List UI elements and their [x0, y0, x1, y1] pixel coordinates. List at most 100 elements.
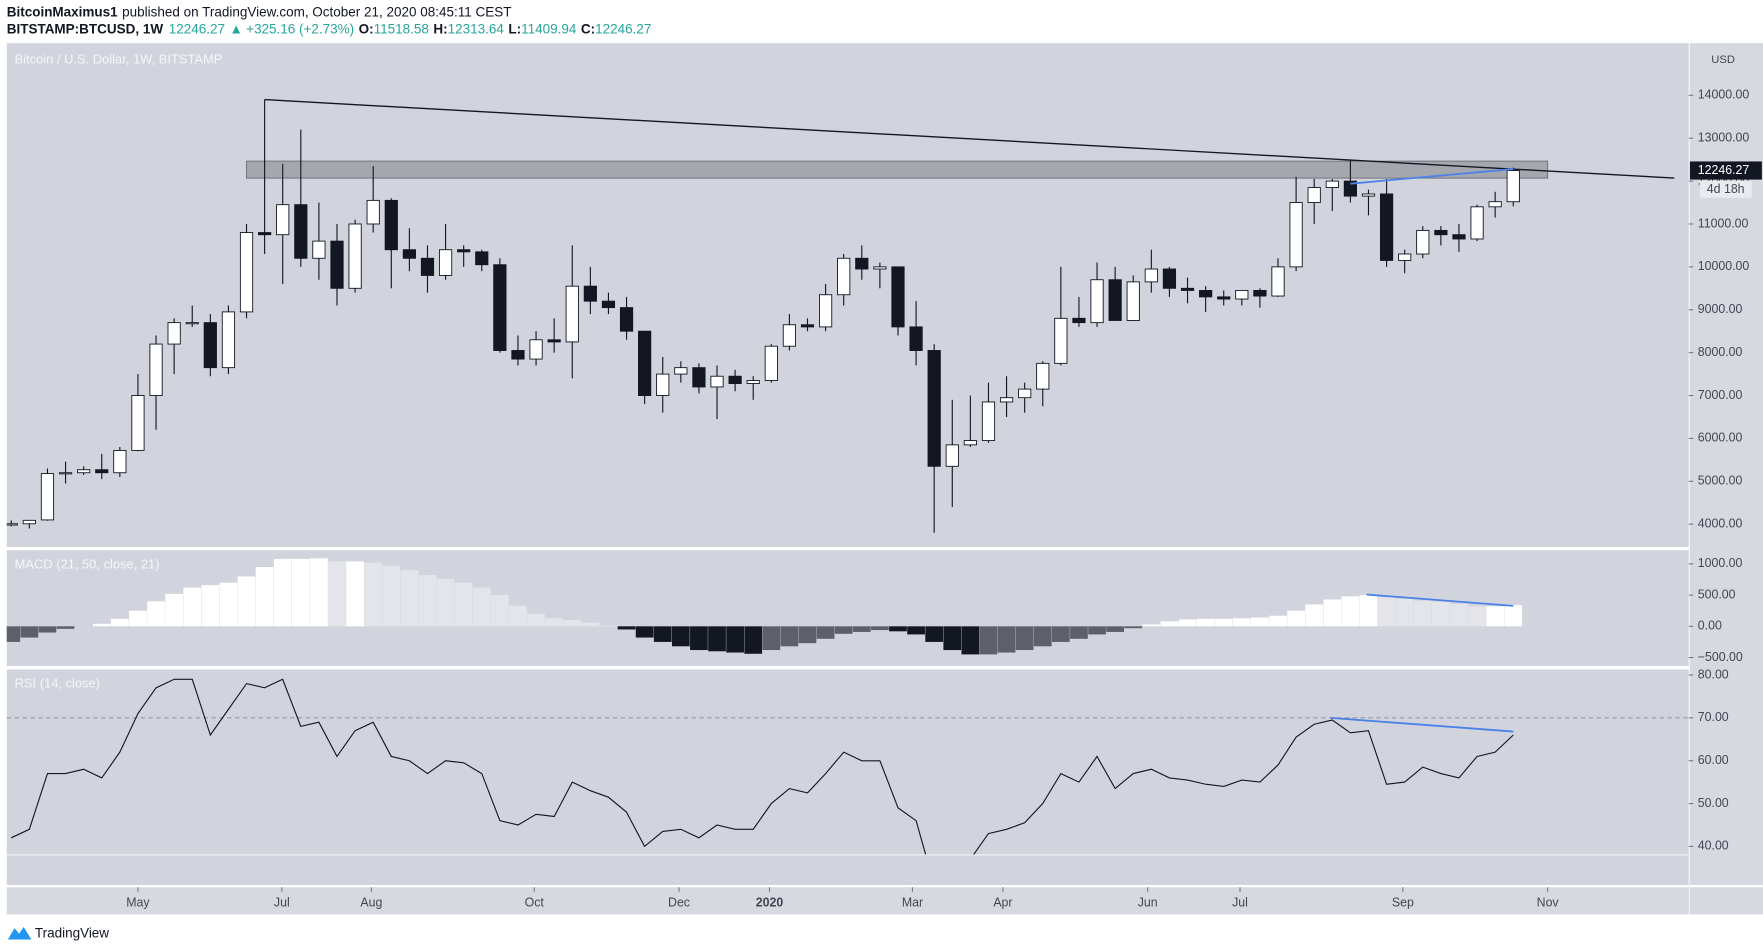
last-price-label: 12246.27	[1698, 163, 1750, 177]
candle-body	[1090, 279, 1104, 324]
trendline	[264, 98, 1675, 179]
open-label: O:	[359, 21, 374, 36]
candle-body	[782, 324, 797, 347]
symbol: BITSTAMP:BTCUSD, 1W	[7, 21, 164, 36]
candle-body	[1398, 253, 1412, 261]
x-tick-label: May	[126, 895, 150, 909]
candle-body	[1506, 170, 1520, 203]
candle-body	[1235, 289, 1249, 300]
x-tick-label: Jul	[1232, 895, 1248, 909]
candle-body	[1325, 180, 1339, 188]
time-axis	[6, 887, 1763, 915]
close-label: C:	[581, 21, 595, 36]
candle-body	[601, 300, 616, 309]
y-tick-label: 11000.00	[1698, 216, 1749, 230]
candle-body	[77, 469, 91, 474]
candle-body	[1289, 202, 1303, 268]
y-tick-label: 13000.00	[1698, 130, 1750, 144]
candle-body	[1036, 362, 1050, 390]
y-tick-label: −500.00	[1698, 650, 1743, 664]
macd-bar	[834, 626, 853, 634]
countdown-box	[1700, 180, 1752, 198]
macd-bar	[1341, 596, 1360, 627]
candle-body	[800, 324, 815, 328]
candle-body	[1271, 266, 1285, 297]
candle-body	[1217, 296, 1231, 300]
candle-body	[149, 343, 163, 396]
candle-body	[420, 257, 435, 276]
change: +325.16 (+2.73%)	[246, 21, 354, 36]
macd-bar	[599, 625, 618, 627]
macd-bar	[328, 561, 346, 627]
candle-body	[656, 373, 670, 396]
axes: 4000.00 5000.00 6000.00 7000.00 8000.00 9000.…	[126, 88, 1762, 909]
candle-body	[565, 285, 579, 343]
macd-bar	[1214, 618, 1233, 627]
candle-body	[638, 330, 652, 396]
candle-body	[728, 375, 742, 384]
y-tick-label: 40.00	[1698, 839, 1729, 853]
candle-body	[239, 232, 254, 313]
low-label: L:	[508, 21, 521, 36]
macd-bar	[1178, 619, 1197, 627]
candle-body	[818, 294, 833, 328]
rsi-pane-title: RSI (14, close)	[15, 676, 100, 691]
macd-bar	[147, 601, 165, 627]
candle-body	[330, 240, 344, 289]
macd-bar	[418, 575, 437, 627]
y-tick-label: 14000.00	[1698, 88, 1750, 102]
candle-body	[1434, 229, 1448, 236]
macd-bar	[1196, 618, 1215, 627]
macd-bar	[1468, 606, 1486, 627]
last-price: 12246.27	[169, 21, 225, 36]
candle-body	[963, 440, 977, 446]
divergence-line	[1330, 716, 1514, 733]
macd-bar	[635, 626, 654, 638]
macd-bar	[346, 561, 364, 627]
rsi-plot	[6, 678, 1689, 855]
macd-bar	[744, 626, 763, 654]
macd-bar	[545, 618, 564, 627]
macd-bar	[943, 626, 962, 651]
x-tick-label: Aug	[360, 895, 382, 909]
candle-body	[493, 264, 507, 351]
rsi-line	[11, 678, 1514, 855]
x-tick-label: Dec	[668, 895, 690, 909]
macd-bar	[382, 565, 401, 627]
candle-body	[1307, 187, 1321, 203]
candle-body	[167, 322, 181, 345]
macd-bar	[780, 626, 799, 647]
macd-bar	[1359, 595, 1378, 627]
macd-bar	[1432, 601, 1450, 627]
macd-bar	[472, 587, 491, 627]
candle-body	[1072, 317, 1086, 324]
macd-bar	[6, 626, 21, 642]
candle-body	[258, 232, 272, 236]
macd-bar	[690, 626, 708, 651]
macd-bar	[816, 626, 835, 639]
y-tick-label: 8000.00	[1698, 345, 1743, 359]
candle-body	[294, 204, 308, 259]
y-tick-label: 1000.00	[1698, 556, 1743, 570]
x-tick-label: Apr	[993, 895, 1012, 909]
macd-plot	[6, 558, 1523, 655]
candle-body	[6, 523, 18, 526]
tradingview-logo: TradingView	[7, 925, 109, 940]
macd-bar	[581, 622, 600, 627]
resistance-zone	[246, 160, 1549, 179]
open-value: 11518.58	[374, 21, 429, 36]
y-tick-label: 5000.00	[1698, 474, 1743, 488]
candle-body	[384, 199, 398, 251]
x-tick-label: Nov	[1537, 895, 1560, 909]
macd-bar	[454, 582, 473, 627]
candle-body	[348, 223, 362, 289]
candle-body	[1162, 268, 1177, 289]
macd-bar	[237, 576, 256, 627]
x-tick-label: Sep	[1392, 895, 1414, 909]
candle-body	[1199, 289, 1213, 298]
macd-bar	[979, 626, 998, 655]
macd-bar	[527, 613, 545, 627]
candle-body	[95, 469, 109, 474]
candle-body	[1126, 281, 1140, 321]
